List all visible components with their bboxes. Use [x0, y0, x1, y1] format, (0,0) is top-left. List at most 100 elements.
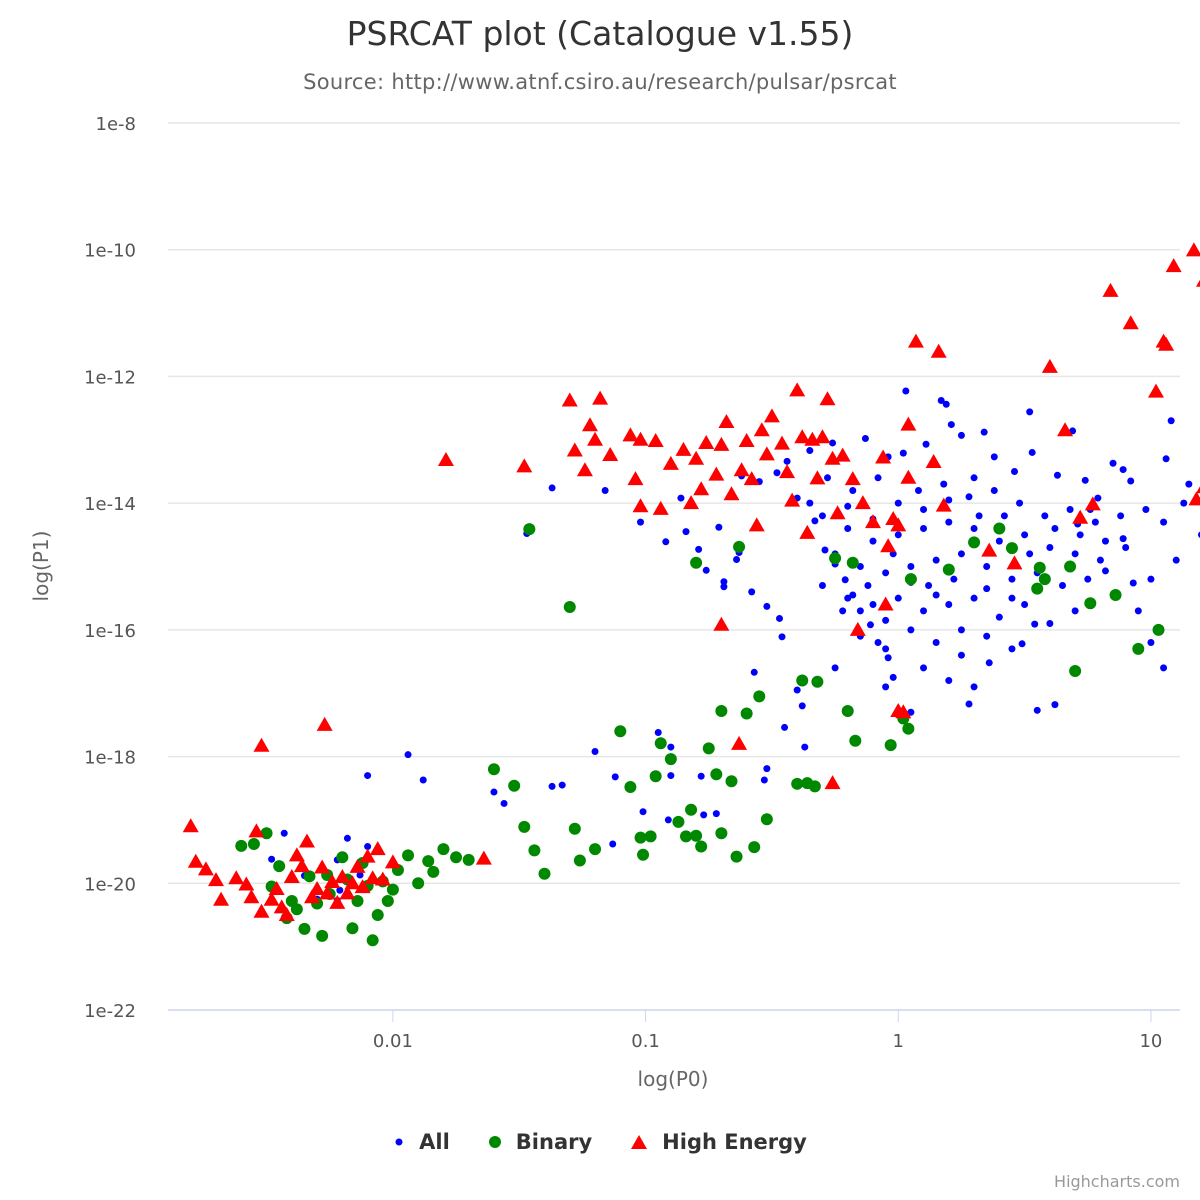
point-all[interactable]	[844, 594, 852, 602]
point-binary[interactable]	[685, 803, 698, 816]
point-binary[interactable]	[1033, 561, 1046, 574]
point-all[interactable]	[894, 499, 902, 507]
point-all[interactable]	[763, 765, 771, 773]
point-all[interactable]	[894, 531, 902, 539]
point-high-energy[interactable]	[834, 447, 851, 462]
point-all[interactable]	[1119, 466, 1127, 474]
point-binary[interactable]	[791, 777, 804, 790]
point-all[interactable]	[937, 397, 945, 405]
point-all[interactable]	[748, 588, 756, 596]
point-all[interactable]	[945, 496, 953, 504]
point-all[interactable]	[609, 840, 617, 848]
point-all[interactable]	[995, 613, 1003, 621]
point-binary[interactable]	[523, 523, 536, 536]
point-all[interactable]	[697, 772, 705, 780]
point-all[interactable]	[874, 474, 882, 482]
point-binary[interactable]	[634, 831, 647, 844]
point-all[interactable]	[844, 524, 852, 532]
point-high-energy[interactable]	[576, 462, 593, 477]
point-high-energy[interactable]	[683, 495, 700, 510]
point-binary[interactable]	[528, 844, 541, 857]
point-binary[interactable]	[654, 737, 667, 750]
point-high-energy[interactable]	[652, 500, 669, 515]
point-high-energy[interactable]	[900, 416, 917, 431]
point-high-energy[interactable]	[298, 833, 315, 848]
point-high-energy[interactable]	[561, 392, 578, 407]
point-all[interactable]	[920, 505, 928, 513]
point-all[interactable]	[1031, 620, 1039, 628]
point-all[interactable]	[1076, 531, 1084, 539]
point-high-energy[interactable]	[592, 390, 609, 405]
credits-link[interactable]: Highcharts.com	[1054, 1172, 1180, 1191]
point-all[interactable]	[920, 524, 928, 532]
point-all[interactable]	[841, 576, 849, 584]
point-all[interactable]	[907, 708, 915, 716]
point-all[interactable]	[995, 537, 1003, 545]
point-high-energy[interactable]	[935, 497, 952, 512]
point-all[interactable]	[1010, 467, 1018, 475]
point-all[interactable]	[733, 556, 741, 564]
point-high-energy[interactable]	[253, 737, 270, 752]
point-binary[interactable]	[664, 753, 677, 766]
point-binary[interactable]	[672, 815, 685, 828]
point-binary[interactable]	[846, 556, 859, 569]
point-high-energy[interactable]	[844, 471, 861, 486]
point-binary[interactable]	[849, 734, 862, 747]
point-all[interactable]	[945, 601, 953, 609]
point-binary[interactable]	[760, 813, 773, 826]
point-all[interactable]	[869, 601, 877, 609]
point-all[interactable]	[1147, 639, 1155, 647]
point-all[interactable]	[864, 582, 872, 590]
point-binary[interactable]	[427, 865, 440, 878]
point-all[interactable]	[844, 502, 852, 510]
point-binary[interactable]	[993, 522, 1006, 535]
point-all[interactable]	[548, 484, 556, 492]
point-all[interactable]	[899, 449, 907, 457]
point-all[interactable]	[990, 453, 998, 461]
point-all[interactable]	[856, 563, 864, 570]
point-high-energy[interactable]	[228, 870, 245, 885]
point-high-energy[interactable]	[253, 903, 270, 918]
point-all[interactable]	[775, 614, 783, 622]
point-high-energy[interactable]	[693, 481, 710, 496]
point-all[interactable]	[763, 602, 771, 610]
point-all[interactable]	[947, 421, 955, 429]
point-all[interactable]	[1081, 476, 1089, 484]
point-all[interactable]	[1162, 455, 1170, 463]
point-high-energy[interactable]	[349, 858, 366, 873]
point-all[interactable]	[1046, 620, 1054, 628]
point-all[interactable]	[336, 886, 344, 894]
point-high-energy[interactable]	[662, 455, 679, 470]
point-all[interactable]	[1051, 701, 1059, 709]
point-all[interactable]	[793, 686, 801, 694]
point-high-energy[interactable]	[293, 858, 310, 873]
point-all[interactable]	[925, 582, 933, 590]
point-all[interactable]	[639, 808, 647, 816]
point-high-energy[interactable]	[319, 885, 336, 900]
point-high-energy[interactable]	[647, 433, 664, 448]
point-all[interactable]	[818, 512, 826, 520]
point-all[interactable]	[831, 664, 839, 672]
point-binary[interactable]	[298, 922, 311, 935]
point-high-energy[interactable]	[627, 471, 644, 486]
point-all[interactable]	[1028, 448, 1036, 456]
point-binary[interactable]	[730, 850, 743, 863]
point-all[interactable]	[1016, 499, 1024, 507]
point-binary[interactable]	[733, 540, 746, 553]
point-high-energy[interactable]	[864, 514, 881, 529]
point-all[interactable]	[849, 486, 857, 494]
point-all[interactable]	[677, 494, 685, 502]
point-high-energy[interactable]	[763, 408, 780, 423]
point-all[interactable]	[945, 518, 953, 526]
point-all[interactable]	[907, 563, 915, 570]
point-all[interactable]	[601, 486, 609, 494]
point-all[interactable]	[1046, 543, 1054, 551]
point-binary[interactable]	[695, 840, 708, 853]
point-all[interactable]	[1071, 550, 1079, 558]
point-high-energy[interactable]	[602, 446, 619, 461]
point-high-energy[interactable]	[925, 453, 942, 468]
point-all[interactable]	[1033, 706, 1041, 714]
point-all[interactable]	[1185, 480, 1193, 488]
point-binary[interactable]	[563, 601, 576, 614]
point-all[interactable]	[821, 546, 829, 554]
